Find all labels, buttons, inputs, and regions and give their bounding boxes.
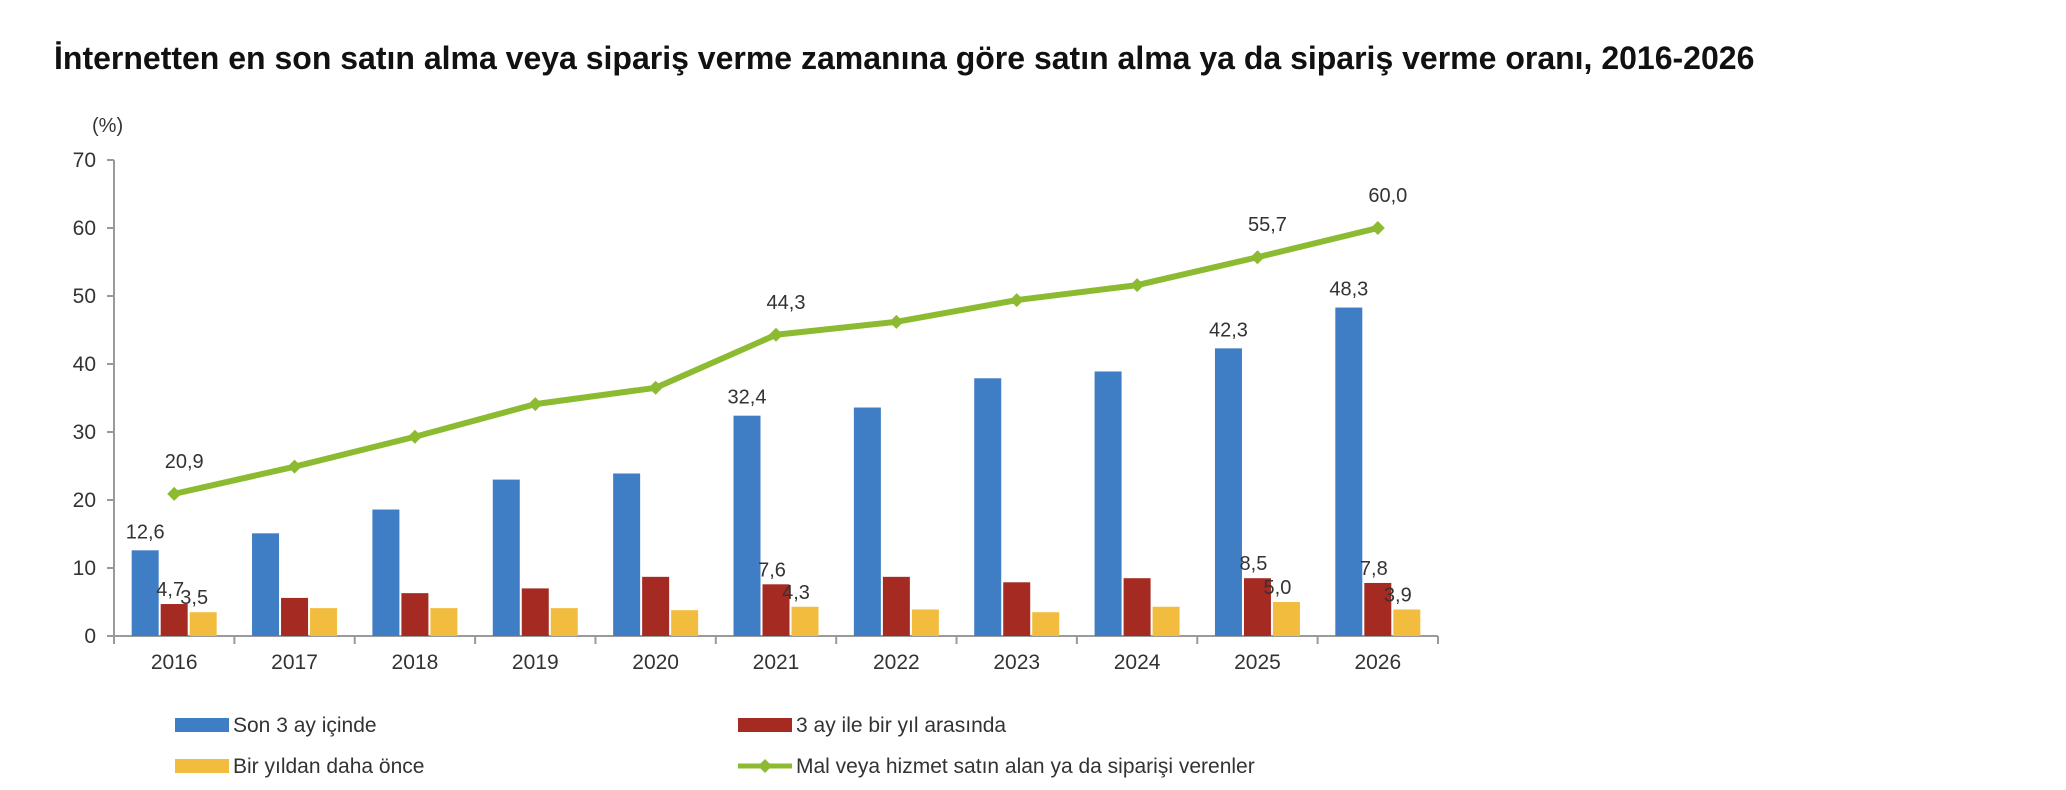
y-tick-label: 40 xyxy=(73,353,96,376)
y-tick-label: 50 xyxy=(73,285,96,308)
legend-swatch xyxy=(175,718,229,732)
line-point xyxy=(407,429,422,444)
x-tick-label: 2022 xyxy=(873,651,920,674)
x-tick-label: 2018 xyxy=(392,651,439,674)
line-point xyxy=(1130,278,1145,293)
line-point xyxy=(889,314,904,329)
x-tick-label: 2020 xyxy=(632,651,679,674)
line-point xyxy=(1250,250,1265,265)
line-point xyxy=(1009,293,1024,308)
series-line xyxy=(173,225,1379,497)
line-point xyxy=(648,380,663,395)
legend-swatch xyxy=(738,718,792,732)
bar-3 xyxy=(550,608,578,636)
x-tick-label: 2023 xyxy=(993,651,1040,674)
line-point xyxy=(287,459,302,474)
line-point xyxy=(1370,221,1385,235)
bar-2 xyxy=(160,604,188,636)
bar-2 xyxy=(1123,578,1151,636)
data-label: 55,7 xyxy=(1248,214,1287,236)
y-tick-label: 30 xyxy=(73,421,96,444)
bar-3 xyxy=(911,609,939,636)
bar-2 xyxy=(401,593,429,636)
x-tick-label: 2021 xyxy=(753,651,800,674)
legend-swatch xyxy=(175,759,229,773)
bar-3 xyxy=(1393,609,1421,636)
data-label: 48,3 xyxy=(1329,279,1368,301)
y-tick-label: 10 xyxy=(73,557,96,580)
bar-2 xyxy=(642,576,670,636)
bar-1 xyxy=(1094,371,1122,636)
bar-1 xyxy=(252,533,280,636)
data-label: 20,9 xyxy=(165,451,204,473)
y-tick-label: 60 xyxy=(73,217,96,240)
bar-1 xyxy=(131,550,159,636)
bar-3 xyxy=(1032,612,1060,636)
bar-1 xyxy=(613,473,641,636)
bar-1 xyxy=(492,479,520,636)
data-label: 4,3 xyxy=(782,582,810,604)
legend-label: 3 ay ile bir yıl arasında xyxy=(796,714,1006,737)
x-tick-label: 2024 xyxy=(1114,651,1161,674)
legend-label: Bir yıldan daha önce xyxy=(233,755,424,778)
line-point xyxy=(769,327,783,342)
data-label: 7,6 xyxy=(758,559,786,581)
bar-2 xyxy=(1364,582,1392,636)
y-tick-label: 70 xyxy=(73,149,96,172)
bar-3 xyxy=(310,608,338,636)
data-label: 4,7 xyxy=(156,579,184,601)
data-label: 42,3 xyxy=(1209,319,1248,341)
data-label: 8,5 xyxy=(1240,553,1268,575)
bar-1 xyxy=(974,378,1002,636)
bar-3 xyxy=(791,606,819,636)
bar-2 xyxy=(281,597,309,636)
data-label: 32,4 xyxy=(728,387,767,409)
y-unit-label: (%) xyxy=(92,115,123,137)
legend-label: Mal veya hizmet satın alan ya da sipariş… xyxy=(796,755,1255,778)
bar-3 xyxy=(1152,606,1180,636)
data-label: 3,5 xyxy=(180,587,208,609)
line-point xyxy=(167,486,182,501)
bar-3 xyxy=(1272,602,1300,636)
bar-2 xyxy=(882,576,910,636)
bar-2 xyxy=(1243,578,1271,636)
bar-3 xyxy=(189,612,217,636)
x-tick-label: 2026 xyxy=(1354,651,1401,674)
bar-3 xyxy=(671,610,699,636)
bar-2 xyxy=(1003,582,1031,636)
bar-3 xyxy=(430,608,458,636)
legend-label: Son 3 ay içinde xyxy=(233,714,377,737)
bar-1 xyxy=(1214,348,1242,636)
data-label: 7,8 xyxy=(1360,558,1388,580)
x-tick-label: 2019 xyxy=(512,651,559,674)
bar-2 xyxy=(762,584,790,636)
data-label: 12,6 xyxy=(126,521,165,543)
bar-2 xyxy=(521,588,549,636)
bar-1 xyxy=(372,509,400,636)
data-label: 44,3 xyxy=(767,292,806,314)
bar-1 xyxy=(1335,307,1363,636)
chart-title: İnternetten en son satın alma veya sipar… xyxy=(54,40,1755,76)
y-tick-label: 20 xyxy=(73,489,96,512)
y-tick-label: 0 xyxy=(84,625,96,648)
bar-1 xyxy=(853,407,881,636)
x-tick-label: 2017 xyxy=(271,651,318,674)
x-tick-label: 2016 xyxy=(151,651,198,674)
data-label: 3,9 xyxy=(1384,584,1412,606)
bar-1 xyxy=(733,415,761,636)
data-label: 60,0 xyxy=(1368,185,1407,207)
data-label: 5,0 xyxy=(1264,577,1292,599)
legend-marker xyxy=(758,759,772,773)
line-point xyxy=(528,397,543,412)
x-tick-label: 2025 xyxy=(1234,651,1281,674)
